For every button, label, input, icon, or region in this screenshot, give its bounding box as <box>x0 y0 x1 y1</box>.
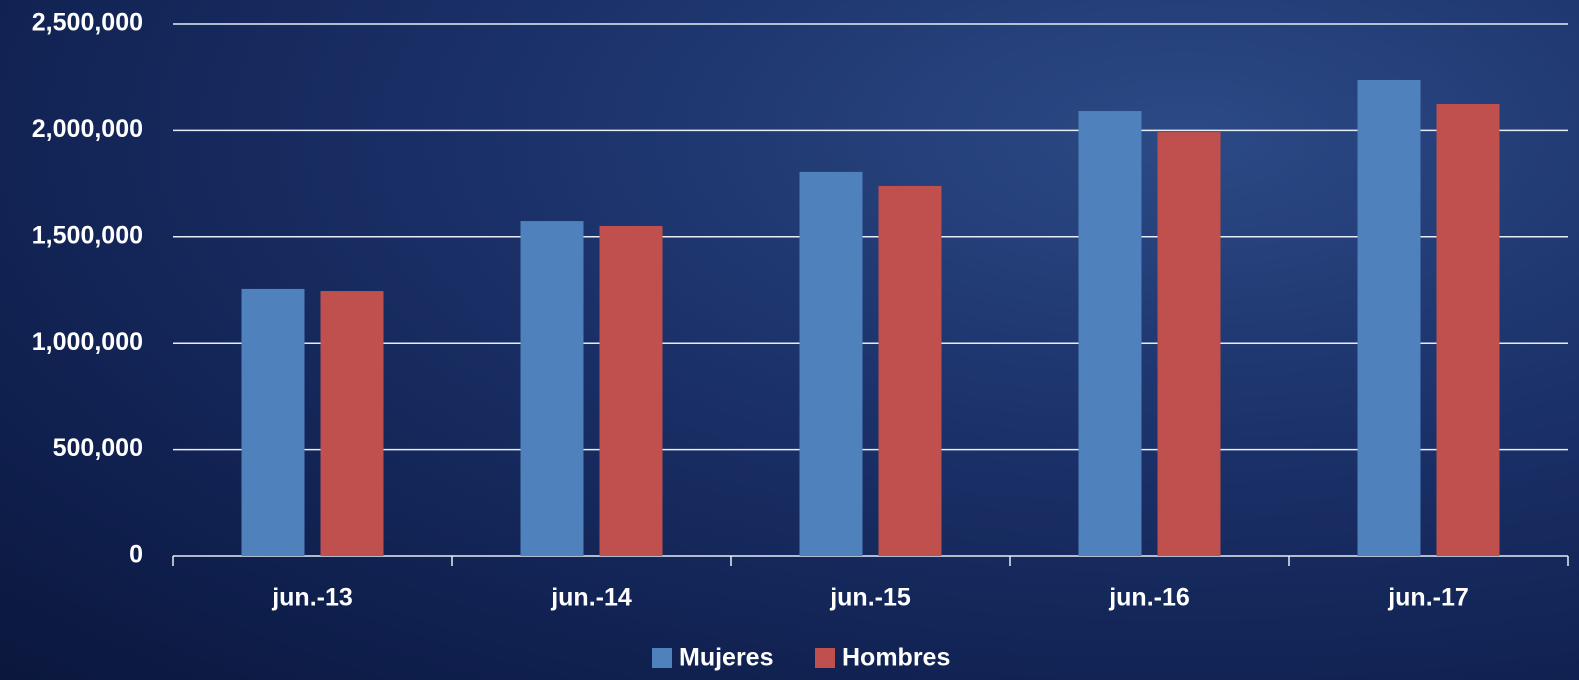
x-tick-label: jun.-17 <box>1387 584 1469 612</box>
y-tick-label: 2,500,000 <box>32 9 143 37</box>
y-tick-label: 500,000 <box>53 434 143 462</box>
bar <box>1357 79 1421 556</box>
x-tick-label: jun.-16 <box>1108 584 1190 612</box>
legend-swatch <box>652 648 672 668</box>
bar <box>241 288 305 556</box>
bar <box>1078 111 1142 556</box>
y-tick-label: 2,000,000 <box>32 115 143 143</box>
bar <box>1157 132 1221 556</box>
bar <box>878 185 942 556</box>
legend-swatch <box>815 648 835 668</box>
y-tick-label: 0 <box>129 541 143 569</box>
legend-label: Mujeres <box>679 644 773 672</box>
y-tick-label: 1,000,000 <box>32 328 143 356</box>
bar <box>799 171 863 556</box>
legend-label: Hombres <box>842 644 950 672</box>
y-tick-label: 1,500,000 <box>32 221 143 249</box>
bar <box>520 221 584 556</box>
x-tick-label: jun.-15 <box>829 584 911 612</box>
bar <box>1436 104 1500 556</box>
x-tick-label: jun.-13 <box>271 584 353 612</box>
bar <box>599 225 663 556</box>
x-tick-label: jun.-14 <box>550 584 632 612</box>
bar <box>320 291 384 556</box>
